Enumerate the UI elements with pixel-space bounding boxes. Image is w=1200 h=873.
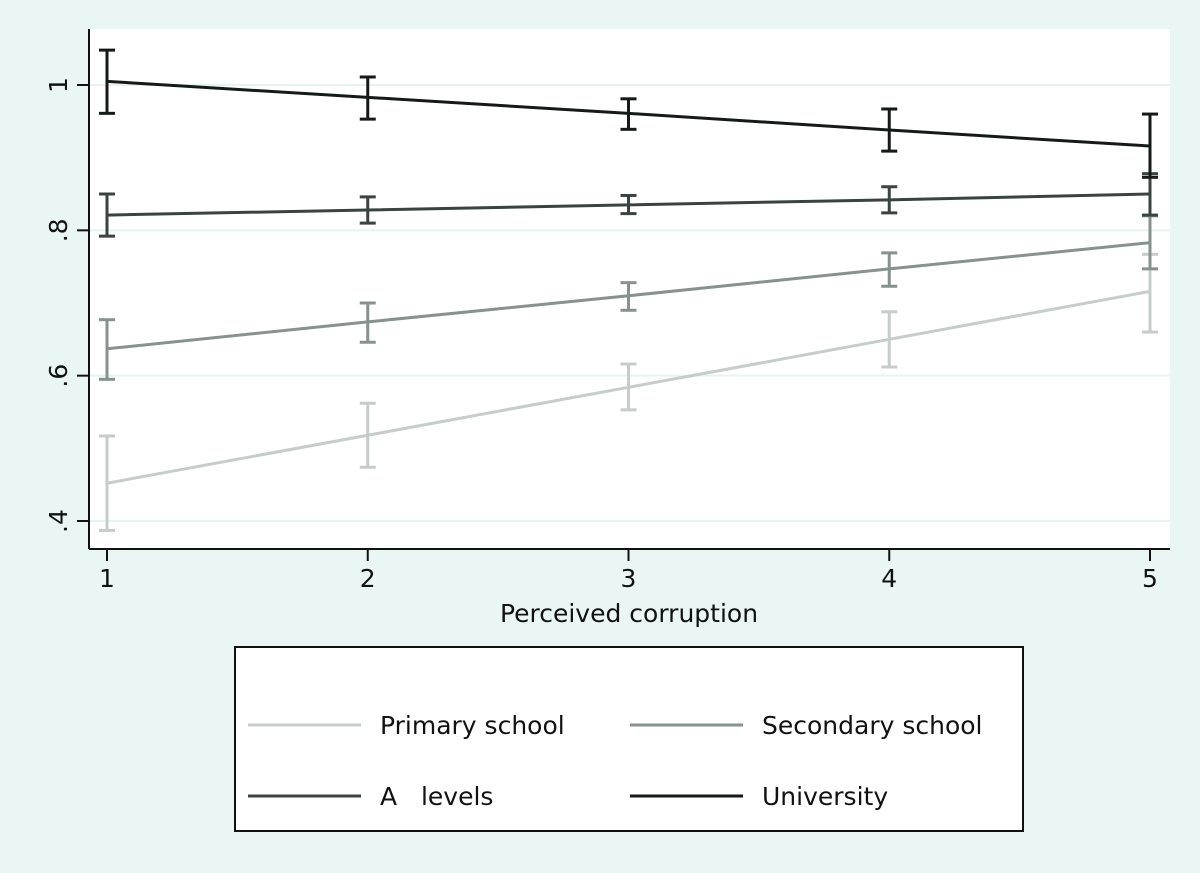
series-line: [106, 79, 1151, 148]
series-line: [106, 241, 1151, 351]
legend-label: University: [762, 782, 888, 811]
series-0: [99, 252, 1158, 532]
x-axis-label: Perceived corruption: [500, 599, 758, 628]
x-tick-label: 3: [621, 564, 637, 593]
series-line: [106, 192, 1151, 217]
y-tick-label: .6: [44, 364, 73, 388]
series-2: [99, 172, 1158, 238]
x-tick-label: 2: [360, 564, 376, 593]
y-tick-label: 1: [44, 77, 73, 93]
legend-label: Secondary school: [762, 711, 983, 740]
x-tick-label: 1: [99, 564, 115, 593]
series-line: [106, 289, 1151, 485]
legend-label: A levels: [380, 782, 493, 811]
x-tick-label: 4: [881, 564, 897, 593]
x-tick-label: 5: [1142, 564, 1158, 593]
y-tick-label: .4: [44, 509, 73, 533]
legend: [234, 646, 1024, 832]
series-3: [99, 48, 1158, 179]
y-tick-label: .8: [44, 218, 73, 242]
legend-label: Primary school: [380, 711, 565, 740]
